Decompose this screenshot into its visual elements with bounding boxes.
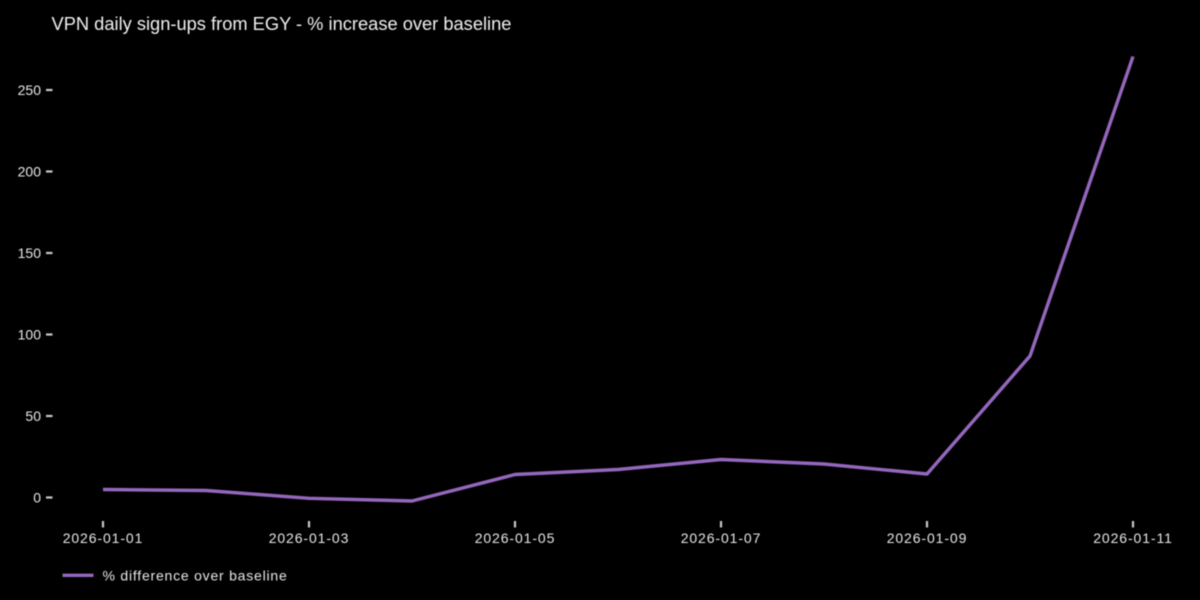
svg-text:150: 150: [18, 245, 42, 261]
svg-text:2026-01-03: 2026-01-03: [269, 530, 350, 546]
svg-text:0: 0: [33, 490, 41, 506]
svg-text:2026-01-05: 2026-01-05: [475, 530, 556, 546]
svg-text:100: 100: [18, 327, 42, 343]
svg-text:2026-01-09: 2026-01-09: [887, 530, 968, 546]
svg-text:2026-01-07: 2026-01-07: [681, 530, 762, 546]
svg-text:VPN daily sign-ups from EGY -: VPN daily sign-ups from EGY - % increase…: [52, 13, 512, 34]
svg-text:2026-01-01: 2026-01-01: [63, 530, 144, 546]
svg-text:200: 200: [18, 164, 42, 180]
svg-text:50: 50: [25, 408, 41, 424]
svg-text:250: 250: [18, 82, 42, 98]
svg-text:2026-01-11: 2026-01-11: [1093, 530, 1173, 546]
svg-text:% difference over baseline: % difference over baseline: [103, 568, 288, 584]
